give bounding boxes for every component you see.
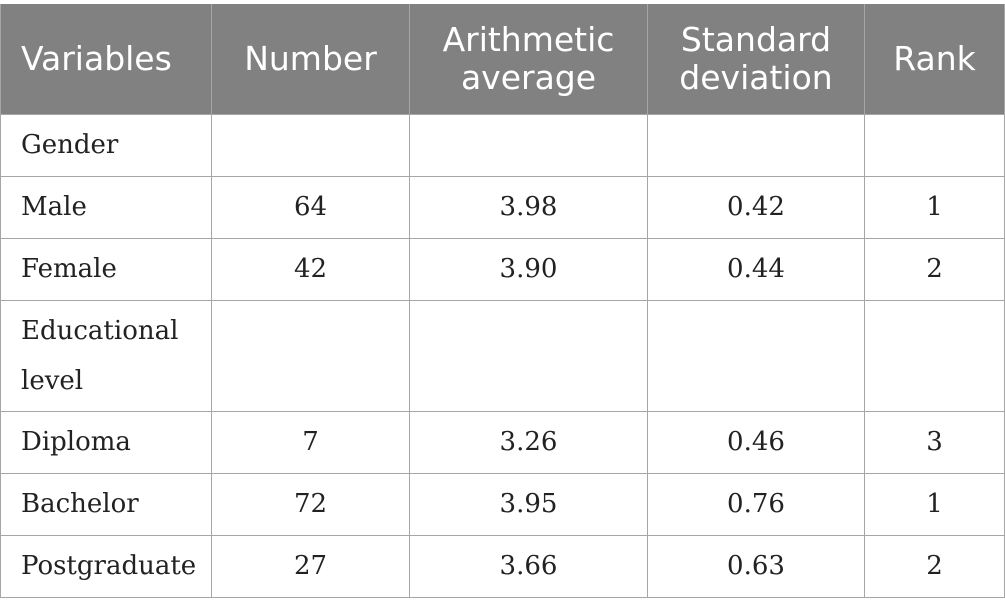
header-arithmetic-average: Arithmetic average: [409, 4, 648, 115]
cell-sd: [647, 113, 865, 177]
cell-average: 3.26: [409, 410, 648, 474]
table-row: Postgraduate 27 3.66 0.63 2: [0, 534, 1005, 598]
header-number: Number: [211, 4, 410, 115]
statistics-table-container: Variables Number Arithmetic average Stan…: [0, 4, 1005, 598]
statistics-table: Variables Number Arithmetic average Stan…: [0, 4, 1005, 598]
cell-average: [409, 113, 648, 177]
cell-number: 27: [211, 534, 410, 598]
cell-number: 42: [211, 237, 410, 301]
header-variables: Variables: [0, 4, 212, 115]
header-standard-deviation: Standard deviation: [647, 4, 865, 115]
cell-average: 3.66: [409, 534, 648, 598]
cell-rank: 1: [864, 175, 1005, 239]
cell-number: 64: [211, 175, 410, 239]
cell-sd: 0.42: [647, 175, 865, 239]
cell-rank: 2: [864, 534, 1005, 598]
cell-variable: Postgraduate: [0, 534, 212, 598]
cell-number: [211, 113, 410, 177]
table-row: Diploma 7 3.26 0.46 3: [0, 410, 1005, 474]
cell-rank: 3: [864, 410, 1005, 474]
cell-variable: Gender: [0, 113, 212, 177]
cell-variable: Male: [0, 175, 212, 239]
header-row: Variables Number Arithmetic average Stan…: [0, 4, 1005, 115]
cell-sd: 0.46: [647, 410, 865, 474]
cell-rank: 2: [864, 237, 1005, 301]
cell-sd: 0.44: [647, 237, 865, 301]
header-rank: Rank: [864, 4, 1005, 115]
table-row: Gender: [0, 113, 1005, 177]
cell-rank: [864, 113, 1005, 177]
cell-average: 3.95: [409, 472, 648, 536]
cell-rank: [864, 299, 1005, 412]
cell-sd: [647, 299, 865, 412]
cell-average: 3.98: [409, 175, 648, 239]
cell-variable: Bachelor: [0, 472, 212, 536]
cell-average: [409, 299, 648, 412]
cell-average: 3.90: [409, 237, 648, 301]
table-row: Female 42 3.90 0.44 2: [0, 237, 1005, 301]
table-body: Gender Male 64 3.98 0.42 1 Female 42 3.9…: [0, 113, 1005, 598]
cell-variable: Female: [0, 237, 212, 301]
table-row: Educational level: [0, 299, 1005, 412]
cell-sd: 0.76: [647, 472, 865, 536]
cell-number: 7: [211, 410, 410, 474]
table-header: Variables Number Arithmetic average Stan…: [0, 4, 1005, 115]
cell-sd: 0.63: [647, 534, 865, 598]
cell-number: 72: [211, 472, 410, 536]
table-row: Male 64 3.98 0.42 1: [0, 175, 1005, 239]
table-row: Bachelor 72 3.95 0.76 1: [0, 472, 1005, 536]
cell-variable: Educational level: [0, 299, 212, 412]
cell-rank: 1: [864, 472, 1005, 536]
cell-variable: Diploma: [0, 410, 212, 474]
cell-number: [211, 299, 410, 412]
